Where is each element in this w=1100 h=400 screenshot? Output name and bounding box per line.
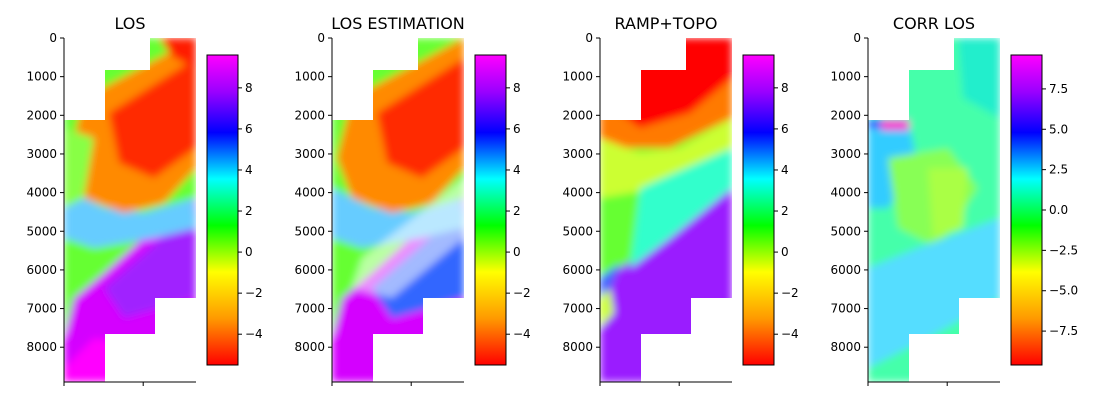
colorbar-tick-label: 8: [781, 81, 789, 95]
y-tick-label: 2000: [830, 108, 861, 122]
y-tick-label: 1000: [830, 70, 861, 84]
y-tick-label: 8000: [26, 340, 57, 354]
colorbar-tick-label: −5.0: [1049, 284, 1078, 298]
y-tick-label: 0: [49, 31, 57, 45]
colorbar-tick-label: 4: [513, 163, 521, 177]
colorbar-tick-label: 6: [245, 122, 253, 136]
y-tick-label: 1000: [562, 70, 593, 84]
colorbar-tick-label: 0: [513, 245, 521, 259]
colorbar-tick-label: 4: [781, 163, 789, 177]
panel-2: LOS ESTIMATION 0 1000 2000 3000 4000 5000 6000 7…: [294, 14, 531, 386]
colorbar-tick-label: 2: [781, 204, 789, 218]
y-tick-label: 2000: [562, 108, 593, 122]
colorbar-tick-label: 6: [513, 122, 521, 136]
y-tick-label: 7000: [294, 302, 325, 316]
y-tick-label: 0: [317, 31, 325, 45]
panel-title: LOS: [114, 14, 145, 33]
colorbar-tick-label: 8: [513, 81, 521, 95]
y-tick-label: 2000: [294, 108, 325, 122]
colorbar-tick-label: −2: [245, 286, 263, 300]
y-tick-label: 7000: [830, 302, 861, 316]
heatmap-image: [868, 38, 1000, 382]
y-tick-label: 4000: [830, 186, 861, 200]
panel-1: LOS 0 1000 2000 3000 4000 5000 6000 7000 8000 8 6 4 2…: [26, 14, 263, 386]
y-tick-label: 5000: [26, 224, 57, 238]
heatmap-image: [64, 38, 196, 382]
colorbar-tick-label: 0: [781, 245, 789, 259]
panel-title: LOS ESTIMATION: [331, 14, 465, 33]
colorbar-tick-label: 6: [781, 122, 789, 136]
y-tick-label: 5000: [830, 224, 861, 238]
heatmap-image: [332, 38, 464, 382]
y-tick-label: 3000: [26, 147, 57, 161]
colorbar-tick-label: −2.5: [1049, 243, 1078, 257]
colorbar: [1010, 54, 1043, 366]
colorbar-tick-label: −4: [245, 327, 263, 341]
y-tick-label: 2000: [26, 108, 57, 122]
y-tick-label: 6000: [294, 263, 325, 277]
panel-title: CORR LOS: [893, 14, 975, 33]
y-tick-label: 6000: [562, 263, 593, 277]
panel-4: CORR LOS 0 1000 2000 3000 4000 5000 6000 7000 800…: [830, 14, 1078, 386]
y-tick-label: 8000: [294, 340, 325, 354]
y-tick-label: 4000: [562, 186, 593, 200]
y-tick-label: 5000: [294, 224, 325, 238]
y-tick-label: 4000: [26, 186, 57, 200]
colorbar-tick-label: 2.5: [1049, 163, 1068, 177]
y-tick-label: 8000: [562, 340, 593, 354]
panel-title: RAMP+TOPO: [615, 14, 718, 33]
y-tick-label: 1000: [294, 70, 325, 84]
colorbar-tick-label: −7.5: [1049, 324, 1078, 338]
heatmap-image: [600, 38, 732, 382]
colorbar-tick-label: 0.0: [1049, 203, 1068, 217]
colorbar-tick-label: 2: [245, 204, 253, 218]
colorbar: [474, 54, 507, 366]
colorbar-tick-label: −4: [781, 327, 799, 341]
colorbar-tick-label: 2: [513, 204, 521, 218]
colorbar-tick-label: 5.0: [1049, 122, 1068, 136]
y-tick-label: 6000: [26, 263, 57, 277]
y-tick-label: 3000: [562, 147, 593, 161]
colorbar: [742, 54, 775, 366]
colorbar-tick-label: 8: [245, 81, 253, 95]
y-tick-label: 0: [585, 31, 593, 45]
y-tick-label: 7000: [562, 302, 593, 316]
y-tick-label: 1000: [26, 70, 57, 84]
y-tick-label: 7000: [26, 302, 57, 316]
panel-3: RAMP+TOPO0100020003000400050006000700080…: [562, 14, 799, 386]
colorbar-tick-label: 7.5: [1049, 82, 1068, 96]
y-tick-label: 6000: [830, 263, 861, 277]
y-tick-label: 4000: [294, 186, 325, 200]
y-tick-label: 5000: [562, 224, 593, 238]
y-tick-label: 3000: [830, 147, 861, 161]
colorbar: [206, 54, 239, 366]
colorbar-tick-label: −4: [513, 327, 531, 341]
colorbar-tick-label: 0: [245, 245, 253, 259]
colorbar-tick-label: 4: [245, 163, 253, 177]
y-tick-label: 3000: [294, 147, 325, 161]
y-tick-label: 8000: [830, 340, 861, 354]
colorbar-tick-label: −2: [513, 286, 531, 300]
y-tick-label: 0: [853, 31, 861, 45]
colorbar-tick-label: −2: [781, 286, 799, 300]
